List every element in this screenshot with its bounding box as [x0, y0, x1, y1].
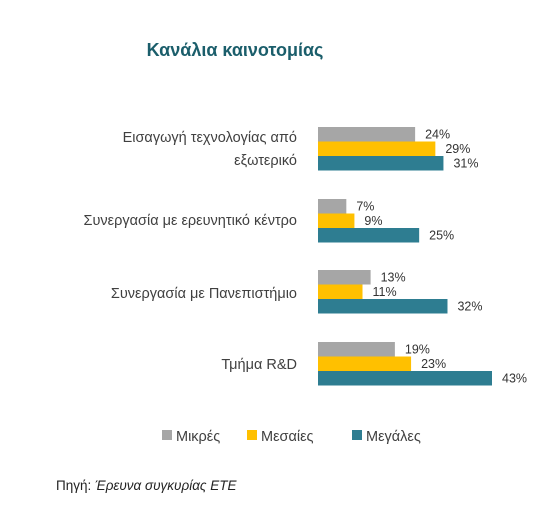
data-label: 11% — [373, 285, 397, 299]
data-label: 19% — [405, 343, 430, 357]
bar-Μεγάλες — [318, 228, 420, 243]
data-label: 23% — [421, 357, 446, 371]
category-label: Εισαγωγή τεχνολογίας από — [123, 130, 297, 146]
data-label: 29% — [445, 142, 470, 156]
data-label: 9% — [364, 214, 382, 228]
bar-Μικρές — [318, 127, 416, 142]
category-label: Συνεργασία με Πανεπιστήμιο — [111, 286, 297, 302]
bar-Μεσαίες — [318, 141, 436, 156]
data-label: 24% — [425, 128, 450, 142]
bar-Μεγάλες — [318, 156, 444, 171]
legend-label: Μικρές — [176, 429, 220, 445]
bar-Μεγάλες — [318, 371, 492, 386]
legend-swatch-Μεγάλες — [352, 430, 362, 440]
source-value: Έρευνα συγκυρίας ΕΤΕ — [95, 478, 237, 493]
bar-Μεσαίες — [318, 213, 355, 228]
data-label: 25% — [429, 229, 454, 243]
category-label: Τμήμα R&D — [221, 357, 297, 373]
bar-Μικρές — [318, 199, 347, 214]
bar-Μικρές — [318, 342, 395, 357]
chart-title: Κανάλια καινοτομίας — [146, 40, 324, 60]
data-label: 32% — [457, 300, 482, 314]
legend-swatch-Μικρές — [162, 430, 172, 440]
source-note: Πηγή: Έρευνα συγκυρίας ΕΤΕ — [56, 478, 236, 493]
data-label: 43% — [502, 372, 527, 386]
category-label: εξωτερικό — [234, 153, 297, 169]
bar-chart: Εισαγωγή τεχνολογίας απόεξωτερικό24%29%3… — [84, 127, 527, 445]
legend-label: Μεγάλες — [366, 429, 421, 445]
legend-label: Μεσαίες — [261, 429, 314, 445]
legend-swatch-Μεσαίες — [247, 430, 257, 440]
bar-Μεγάλες — [318, 299, 448, 314]
bar-Μεσαίες — [318, 356, 412, 371]
data-label: 7% — [356, 200, 374, 214]
category-label: Συνεργασία με ερευνητικό κέντρο — [84, 213, 297, 229]
source-label: Πηγή: — [56, 478, 92, 493]
data-label: 13% — [381, 271, 406, 285]
bar-Μεσαίες — [318, 284, 363, 299]
bar-Μικρές — [318, 270, 371, 285]
data-label: 31% — [453, 157, 478, 171]
